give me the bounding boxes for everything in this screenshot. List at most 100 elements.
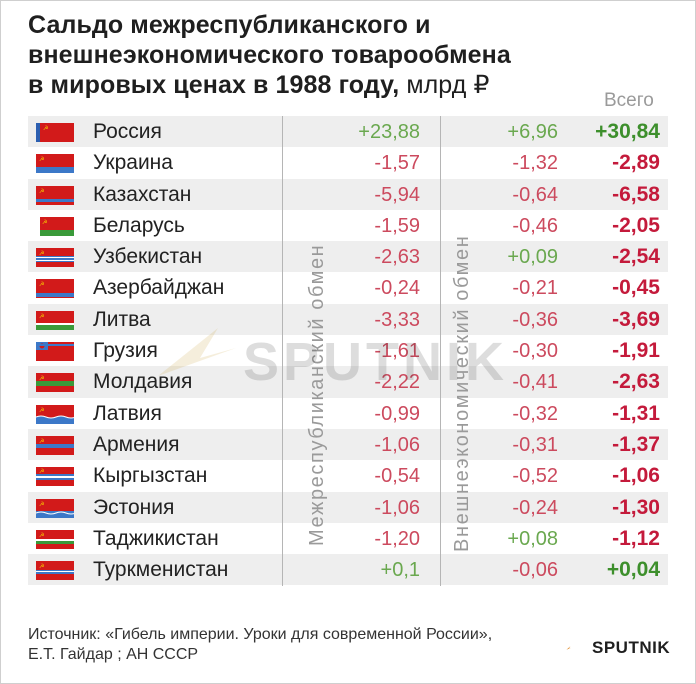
foreign-trade-value: -0,21 xyxy=(512,277,558,300)
total-value: -1,31 xyxy=(612,401,660,425)
turkmenistan-flag-icon: ☭ xyxy=(36,561,74,581)
table-row: ☭ Латвия -0,99 -0,32 -1,31 xyxy=(28,398,668,429)
svg-text:☭: ☭ xyxy=(39,563,44,570)
table-row: ☭ Украина -1,57 -1,32 -2,89 xyxy=(28,147,668,178)
foreign-trade-value: -0,24 xyxy=(512,496,558,519)
country-name: Грузия xyxy=(93,339,158,363)
inter-republic-value: -1,57 xyxy=(374,152,420,175)
source-line-1: Источник: «Гибель империи. Уроки для сов… xyxy=(28,626,493,643)
inter-republic-value: -2,22 xyxy=(374,371,420,394)
total-value: +0,04 xyxy=(606,558,660,582)
table-row: ☭ Эстония -1,06 -0,24 -1,30 xyxy=(28,491,668,523)
foreign-trade-value: +0,08 xyxy=(507,527,558,550)
inter-republic-value: -1,59 xyxy=(374,214,420,237)
sputnik-logo-text: SPUTNIK xyxy=(592,638,671,657)
table-row: ☭ Узбекистан -2,63 +0,09 -2,54 xyxy=(28,241,668,273)
title-line-3: в мировых ценах в 1988 году, млрд ₽ xyxy=(28,71,490,99)
svg-text:☭: ☭ xyxy=(39,250,44,257)
table-row: ☭ Азербайджан -0,24 -0,21 -0,45 xyxy=(28,272,668,303)
svg-text:☭: ☭ xyxy=(42,219,47,226)
kazakhstan-flag-icon: ☭ xyxy=(36,185,74,205)
table-row: ☭ Молдавия -2,22 -0,41 -2,63 xyxy=(28,366,668,398)
total-value: -1,06 xyxy=(612,464,660,488)
table-row: ☭ Кыргызстан -0,54 -0,52 -1,06 xyxy=(28,460,668,491)
watermark-text: SPUTNIK xyxy=(243,332,508,392)
sputnik-watermark: SPUTNIK xyxy=(158,328,508,392)
chart-title: Сальдо межреспубликанского и внешнеэконо… xyxy=(28,10,668,100)
data-table: ☭ Россия +23,88 +6,96 +30,84 ☭ Украина -1,57 -1,… xyxy=(28,116,668,586)
foreign-trade-value: -0,52 xyxy=(512,465,558,488)
total-column-header: Всего xyxy=(604,90,654,111)
inter-republic-value: -2,63 xyxy=(374,246,420,269)
country-name: Россия xyxy=(93,120,162,143)
country-name: Латвия xyxy=(93,401,162,425)
country-name: Таджикистан xyxy=(93,526,219,550)
total-value: -2,05 xyxy=(612,213,660,237)
total-value: -1,30 xyxy=(612,495,660,519)
country-name: Эстония xyxy=(93,495,175,519)
column-divider-right xyxy=(440,116,441,586)
foreign-trade-value: -0,32 xyxy=(512,402,558,425)
country-name: Литва xyxy=(93,307,151,331)
total-value: -2,89 xyxy=(612,151,660,175)
belarus-flag-icon: ☭ xyxy=(36,216,74,236)
country-name: Узбекистан xyxy=(93,245,203,269)
table-row: ☭ Литва -3,33 -0,36 -3,69 xyxy=(28,303,668,336)
svg-text:☭: ☭ xyxy=(39,188,44,195)
inter-republic-value: -3,33 xyxy=(374,308,420,331)
country-name: Кыргызстан xyxy=(93,464,208,488)
svg-text:☭: ☭ xyxy=(39,281,44,288)
total-value: -2,63 xyxy=(612,370,660,394)
foreign-trade-value: +0,09 xyxy=(507,246,558,269)
lithuania-flag-icon: ☭ xyxy=(36,310,74,330)
inter-republic-value: -0,99 xyxy=(374,402,420,425)
country-name: Молдавия xyxy=(93,370,193,394)
table-row: ☭ Армения -1,06 -0,31 -1,37 xyxy=(28,428,668,461)
watermark-arrow-icon xyxy=(158,328,236,376)
svg-text:☭: ☭ xyxy=(39,375,44,382)
total-value: -1,37 xyxy=(612,432,660,456)
country-name: Армения xyxy=(93,432,180,456)
total-value: -3,69 xyxy=(612,307,660,331)
svg-text:☭: ☭ xyxy=(39,501,44,508)
inter-republic-value: -1,06 xyxy=(374,433,420,456)
country-name: Туркменистан xyxy=(93,558,229,582)
georgia-flag-icon xyxy=(36,342,74,362)
foreign-trade-value: -0,06 xyxy=(512,559,558,582)
source-note: Источник: «Гибель империи. Уроки для сов… xyxy=(28,625,588,665)
inter-republic-value: -1,06 xyxy=(374,496,420,519)
uzbekistan-flag-icon: ☭ xyxy=(36,248,74,268)
sputnik-logo-icon xyxy=(566,646,572,650)
svg-text:☭: ☭ xyxy=(39,532,44,539)
country-name: Украина xyxy=(93,151,173,175)
foreign-trade-value: -0,46 xyxy=(512,214,558,237)
source-line-2: Е.Т. Гайдар ; АН СССР xyxy=(28,646,199,663)
table-row: Грузия -1,61 -0,30 -1,91 xyxy=(28,335,668,366)
tajikistan-flag-icon: ☭ xyxy=(36,529,74,549)
inter-republic-value: +23,88 xyxy=(358,121,420,143)
table-row: ☭ Россия +23,88 +6,96 +30,84 xyxy=(28,116,668,148)
foreign-trade-value: +6,96 xyxy=(507,121,558,143)
foreign-trade-value: -1,32 xyxy=(512,152,558,175)
country-name: Азербайджан xyxy=(93,276,225,300)
armenia-flag-icon: ☭ xyxy=(36,435,74,455)
total-value: -6,58 xyxy=(612,182,660,206)
inter-republic-value: -1,61 xyxy=(374,340,420,363)
svg-text:☭: ☭ xyxy=(39,438,44,445)
table-row: ☭ Беларусь -1,59 -0,46 -2,05 xyxy=(28,210,668,241)
title-line-2: внешнеэкономического товарообмена xyxy=(28,41,511,69)
inter-republic-value: -0,54 xyxy=(374,465,420,488)
svg-text:☭: ☭ xyxy=(39,407,44,414)
total-value: -0,45 xyxy=(612,276,660,300)
foreign-trade-value: -0,41 xyxy=(512,371,558,394)
country-name: Беларусь xyxy=(93,213,185,237)
foreign-trade-value: -0,31 xyxy=(512,433,558,456)
svg-text:☭: ☭ xyxy=(39,156,44,163)
total-value: -1,12 xyxy=(612,526,660,550)
foreign-trade-value: -0,30 xyxy=(512,340,558,363)
title-unit: млрд ₽ xyxy=(406,71,490,99)
svg-text:☭: ☭ xyxy=(43,125,48,132)
svg-text:☭: ☭ xyxy=(39,313,44,320)
total-value: -1,91 xyxy=(612,339,660,363)
estonia-flag-icon: ☭ xyxy=(36,498,74,518)
